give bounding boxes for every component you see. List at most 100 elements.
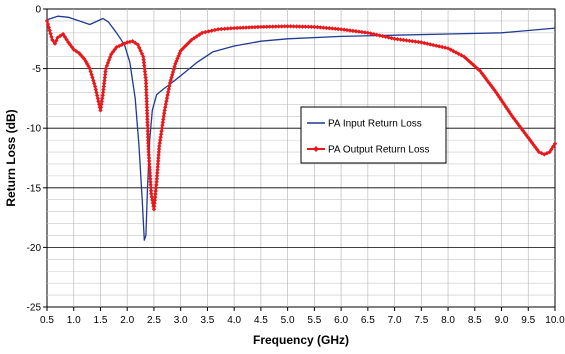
series-marker: [145, 131, 151, 137]
series-marker: [549, 147, 554, 152]
series-marker: [153, 185, 159, 191]
series-marker: [164, 98, 169, 104]
series-marker: [505, 106, 510, 112]
series-marker: [410, 38, 415, 44]
series-marker: [258, 24, 264, 30]
series-marker: [48, 31, 53, 36]
series-marker: [303, 24, 308, 29]
series-marker: [161, 114, 166, 119]
series-marker: [341, 27, 347, 32]
series-marker: [93, 87, 98, 92]
series-marker: [175, 56, 180, 61]
series-marker: [82, 56, 87, 62]
series-marker: [433, 43, 439, 48]
series-marker: [416, 39, 421, 45]
series-marker: [142, 69, 148, 74]
series-marker: [413, 39, 418, 44]
x-tick-label: 9.5: [521, 315, 535, 326]
series-marker: [148, 179, 153, 185]
y-tick-label: -5: [32, 64, 41, 75]
series-marker: [94, 90, 99, 95]
series-marker: [395, 36, 400, 42]
x-tick-label: 6.0: [334, 315, 348, 326]
series-marker: [374, 32, 379, 38]
x-tick-label: 1.0: [67, 315, 81, 326]
series-marker: [206, 29, 211, 34]
series-marker: [64, 37, 69, 42]
series-marker: [362, 30, 368, 35]
series-marker: [143, 84, 149, 89]
series-marker: [261, 24, 267, 30]
series-marker: [267, 24, 273, 29]
series-marker: [147, 167, 152, 173]
series-marker: [158, 131, 164, 137]
series-marker: [527, 137, 533, 143]
series-marker: [439, 44, 445, 50]
series-marker: [273, 24, 278, 29]
series-marker: [50, 37, 55, 43]
series-marker: [114, 44, 119, 50]
series-marker: [155, 164, 160, 170]
series-marker: [552, 141, 558, 146]
x-tick-label: 10.0: [545, 315, 565, 326]
series-marker: [398, 37, 403, 42]
series-marker: [144, 93, 149, 98]
series-marker: [146, 140, 151, 146]
series-marker: [110, 49, 116, 55]
series-marker: [329, 26, 335, 31]
series-marker: [96, 102, 102, 107]
x-tick-label: 0.5: [40, 315, 54, 326]
series-marker: [148, 182, 153, 188]
series-marker: [155, 158, 161, 164]
series-marker: [243, 25, 249, 30]
series-marker: [255, 24, 261, 30]
series-marker: [146, 146, 151, 152]
series-marker: [547, 149, 552, 155]
x-tick-label: 7.0: [388, 315, 402, 326]
series-marker: [321, 25, 326, 30]
series-marker: [142, 66, 147, 71]
series-marker: [155, 167, 160, 173]
series-marker: [145, 134, 151, 140]
series-marker: [542, 152, 547, 157]
series-marker: [270, 24, 275, 29]
series-marker: [350, 28, 356, 34]
series-marker: [141, 57, 146, 62]
series-marker: [142, 63, 147, 68]
series-marker: [371, 31, 376, 37]
series-marker: [515, 121, 520, 126]
series-marker: [153, 191, 158, 197]
series-marker: [141, 54, 146, 59]
series-marker: [152, 197, 158, 203]
series-marker: [453, 50, 459, 55]
series-marker: [153, 188, 158, 194]
series-marker: [171, 67, 177, 72]
series-marker: [155, 170, 160, 176]
series-marker: [151, 207, 157, 212]
series-marker: [422, 40, 427, 46]
series-marker: [368, 31, 374, 36]
series-marker: [144, 96, 149, 101]
series-marker: [335, 26, 341, 32]
x-axis-title: Frequency (GHz): [253, 333, 349, 347]
series-marker: [99, 102, 104, 107]
series-marker: [209, 28, 214, 33]
series-marker: [288, 24, 293, 29]
series-marker: [152, 204, 157, 209]
series-marker: [100, 96, 105, 101]
x-tick-label: 7.5: [414, 315, 428, 326]
series-marker: [91, 78, 96, 83]
series-marker: [157, 143, 162, 149]
series-marker: [67, 42, 73, 47]
series-marker: [160, 120, 166, 125]
series-marker: [145, 114, 150, 119]
series-marker: [143, 81, 149, 86]
series-marker: [47, 28, 52, 33]
series-marker: [466, 58, 471, 63]
series-marker: [544, 151, 550, 156]
series-marker: [144, 108, 150, 113]
series-marker: [189, 37, 194, 43]
series-marker: [197, 32, 202, 37]
series-marker: [143, 72, 148, 77]
series-marker: [148, 176, 153, 182]
